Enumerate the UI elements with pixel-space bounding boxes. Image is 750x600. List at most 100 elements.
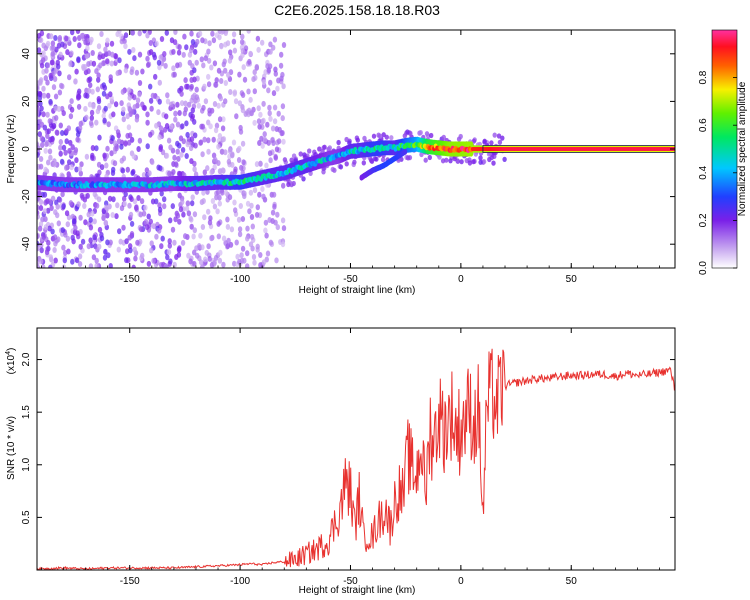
spectrogram-noise-cell xyxy=(217,257,223,264)
spectrogram-noise-cell xyxy=(157,134,162,141)
spectrogram-noise-cell xyxy=(65,221,71,228)
spectrogram-noise-cell xyxy=(188,145,194,152)
spectrogram-noise-cell xyxy=(209,169,214,176)
spectrogram-noise-cell xyxy=(206,48,211,55)
spectrogram-noise-cell xyxy=(76,94,81,101)
spectrogram-noise-cell xyxy=(43,166,48,173)
spectrogram-noise-cell xyxy=(38,156,44,162)
spectrogram-noise-cell xyxy=(211,37,217,44)
spectrogram-noise-cell xyxy=(254,211,260,218)
spectrogram-noise-cell xyxy=(115,129,121,136)
y-tick-label: 1.0 xyxy=(21,457,32,471)
spectrogram-noise-cell xyxy=(455,158,461,164)
spectrogram-noise-cell xyxy=(102,254,108,261)
spectrogram-noise-cell xyxy=(127,234,132,241)
x-tick-label: 0 xyxy=(458,576,464,587)
spectrogram-noise-cell xyxy=(233,166,238,173)
spectrogram-noise-cell xyxy=(209,64,214,71)
spectrogram-noise-cell xyxy=(221,136,227,143)
spectrogram-noise-cell xyxy=(213,127,219,134)
spectrogram-noise-cell xyxy=(167,242,172,249)
spectrogram-noise-cell xyxy=(67,74,72,81)
spectrogram-noise-cell xyxy=(89,115,95,121)
spectrogram-noise-cell xyxy=(212,259,217,266)
spectrogram-noise-cell xyxy=(210,198,216,204)
spectrogram-noise-cell xyxy=(275,224,280,231)
spectrogram-noise-cell xyxy=(272,203,277,210)
spectrogram-noise-cell xyxy=(376,132,381,138)
spectrogram-noise-cell xyxy=(237,231,243,238)
spectrogram-noise-cell xyxy=(200,151,205,158)
spectrogram-noise-cell xyxy=(77,166,83,172)
spectrogram-noise-cell xyxy=(94,119,99,126)
spectrogram-noise-cell xyxy=(73,149,78,156)
spectrogram-noise-cell xyxy=(176,155,181,162)
spectrogram-noise-cell xyxy=(238,124,243,131)
spectrogram-noise-cell xyxy=(81,65,86,72)
spectrogram-noise-cell xyxy=(197,30,203,37)
spectrogram-noise-cell xyxy=(49,33,54,40)
spectrogram-noise-cell xyxy=(88,120,94,127)
spectrogram-noise-cell xyxy=(265,121,270,128)
x-tick-label: -100 xyxy=(230,576,250,587)
spectrogram-noise-cell xyxy=(227,57,233,64)
spectrogram-noise-cell xyxy=(191,233,196,240)
spectrogram-noise-cell xyxy=(198,232,203,239)
spectrogram-noise-cell xyxy=(41,233,46,240)
spectrogram-noise-cell xyxy=(213,81,219,88)
spectrogram-noise-cell xyxy=(241,64,246,71)
spectrogram-noise-cell xyxy=(170,203,175,210)
spectrogram-noise-cell xyxy=(84,114,89,121)
spectrogram-noise-cell xyxy=(260,142,265,149)
svg-text:(x104): (x104) xyxy=(5,348,17,375)
spectrogram-noise-cell xyxy=(48,264,53,268)
y-tick-label: 1.5 xyxy=(21,405,32,419)
spectrogram-noise-cell xyxy=(59,82,64,89)
spectrogram-noise-cell xyxy=(502,156,507,162)
spectrogram-noise-cell xyxy=(86,77,91,84)
spectrogram-noise-cell xyxy=(165,98,171,105)
spectrogram-noise-cell xyxy=(185,200,191,207)
spectrogram-noise-cell xyxy=(163,263,168,268)
snr-y-scale-close: ) xyxy=(6,348,17,351)
spectrogram-noise-cell xyxy=(189,83,194,90)
spectrogram-noise-cell xyxy=(238,203,243,209)
spectrogram-noise-cell xyxy=(158,54,163,61)
y-tick-label: 40 xyxy=(21,48,32,60)
spectrogram-noise-cell xyxy=(194,59,199,66)
spectrogram-noise-cell xyxy=(115,202,120,209)
spectrogram-noise-cell xyxy=(162,51,167,57)
spectrogram-noise-cell xyxy=(94,262,99,268)
spectrogram-noise-cell xyxy=(53,67,59,74)
spectrogram-noise-cell xyxy=(471,159,476,165)
spectrogram-noise-cell xyxy=(86,68,91,75)
spectrogram-noise-cell xyxy=(69,164,74,171)
spectrogram-noise-cell xyxy=(75,30,81,34)
spectrogram-noise-cell xyxy=(73,224,78,231)
spectrogram-noise-cell xyxy=(142,105,147,112)
spectrogram-noise-cell xyxy=(58,144,63,151)
spectrogram-noise-cell xyxy=(126,87,132,94)
spectrogram-noise-cell xyxy=(206,208,211,215)
spectrogram-noise-cell xyxy=(355,137,360,143)
spectrogram-noise-cell xyxy=(129,220,135,227)
spectrogram-noise-cell xyxy=(77,125,83,132)
spectrogram-noise-cell xyxy=(37,95,43,101)
spectrogram-noise-cell xyxy=(239,39,245,46)
colorbar-tick-label: 0.4 xyxy=(698,165,709,179)
spectrogram-noise-cell xyxy=(126,124,132,131)
spectrogram-noise-cell xyxy=(83,39,88,46)
spectrogram-noise-cell xyxy=(97,243,102,250)
snr-y-scale-exp: 4 xyxy=(5,351,12,355)
spectrogram-noise-cell xyxy=(173,161,179,168)
spectrogram-noise-cell xyxy=(237,226,243,233)
spectrogram-noise-cell xyxy=(251,76,256,83)
spectrogram-noise-cell xyxy=(64,35,69,42)
spectrogram-noise-cell xyxy=(215,208,220,215)
spectrogram-noise-cell xyxy=(215,189,221,196)
spectrogram-noise-cell xyxy=(492,132,497,138)
spectrogram-noise-cell xyxy=(145,55,150,62)
spectrogram-noise-cell xyxy=(173,216,178,223)
spectrogram-noise-cell xyxy=(261,100,266,107)
spectrogram-noise-cell xyxy=(39,62,45,69)
